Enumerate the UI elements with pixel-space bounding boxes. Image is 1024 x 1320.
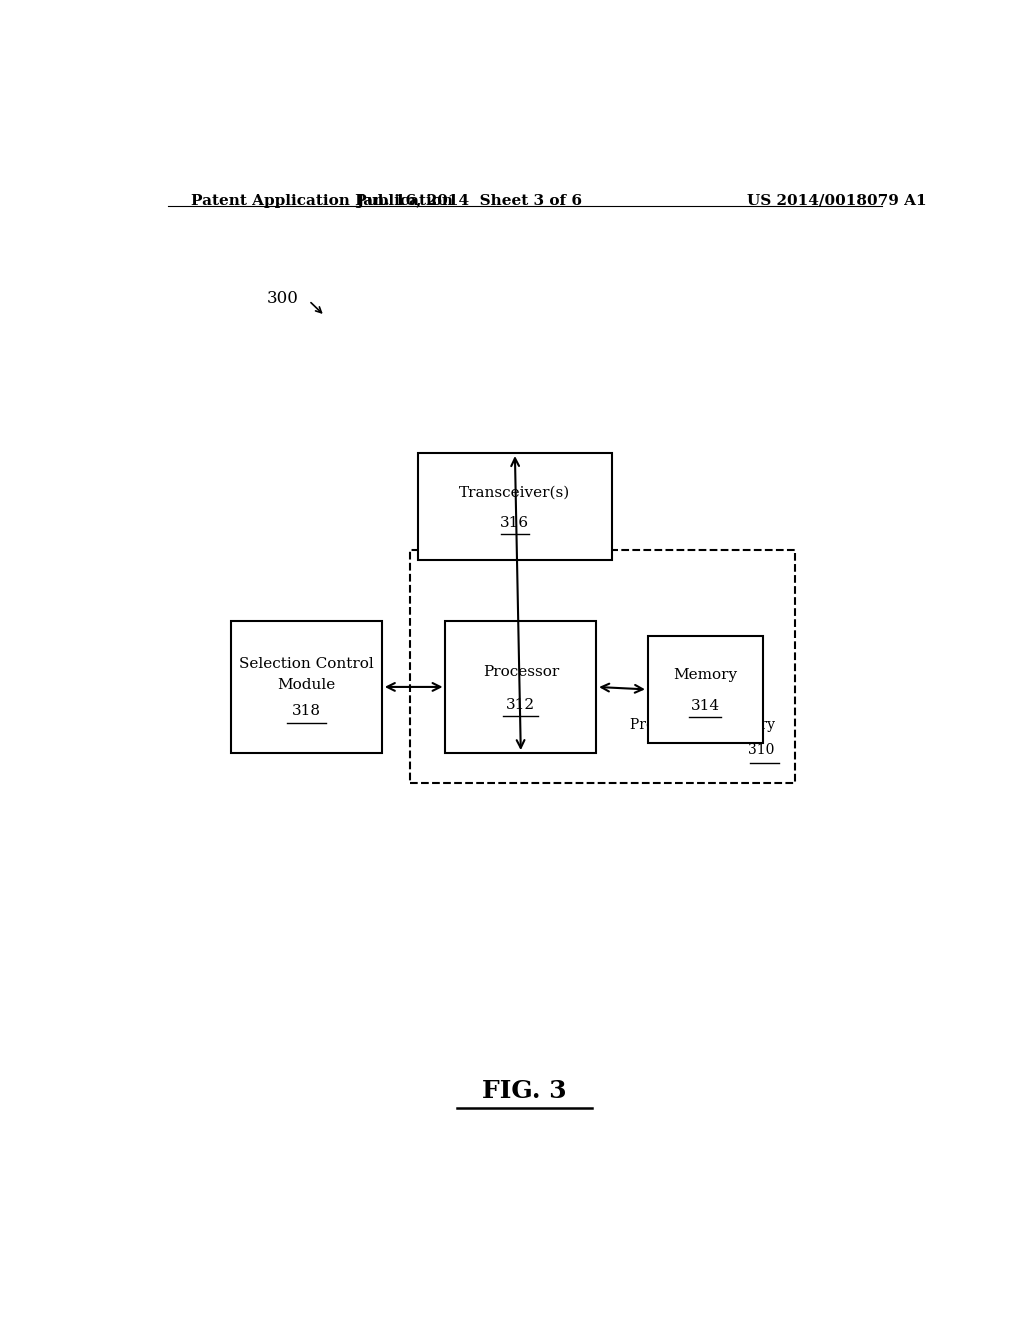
Text: 314: 314	[691, 698, 720, 713]
Text: 310: 310	[749, 743, 775, 756]
Bar	[648, 636, 763, 743]
Text: US 2014/0018079 A1: US 2014/0018079 A1	[748, 194, 927, 209]
Text: Memory: Memory	[674, 668, 737, 682]
Bar	[418, 453, 612, 560]
Text: Transceiver(s): Transceiver(s)	[459, 486, 570, 499]
Text: 300: 300	[266, 290, 299, 308]
Text: Processor: Processor	[482, 665, 559, 678]
Text: Module: Module	[278, 678, 336, 692]
Text: Patent Application Publication: Patent Application Publication	[191, 194, 454, 209]
Text: Jan. 16, 2014  Sheet 3 of 6: Jan. 16, 2014 Sheet 3 of 6	[356, 194, 583, 209]
Text: 316: 316	[501, 516, 529, 529]
Text: FIG. 3: FIG. 3	[482, 1080, 567, 1104]
Bar	[445, 620, 596, 752]
Bar	[410, 549, 795, 784]
Bar	[231, 620, 382, 752]
Text: Selection Control: Selection Control	[240, 656, 374, 671]
Text: 312: 312	[506, 698, 536, 713]
Text: Processing Circuitry: Processing Circuitry	[630, 718, 775, 731]
Text: 318: 318	[292, 705, 322, 718]
